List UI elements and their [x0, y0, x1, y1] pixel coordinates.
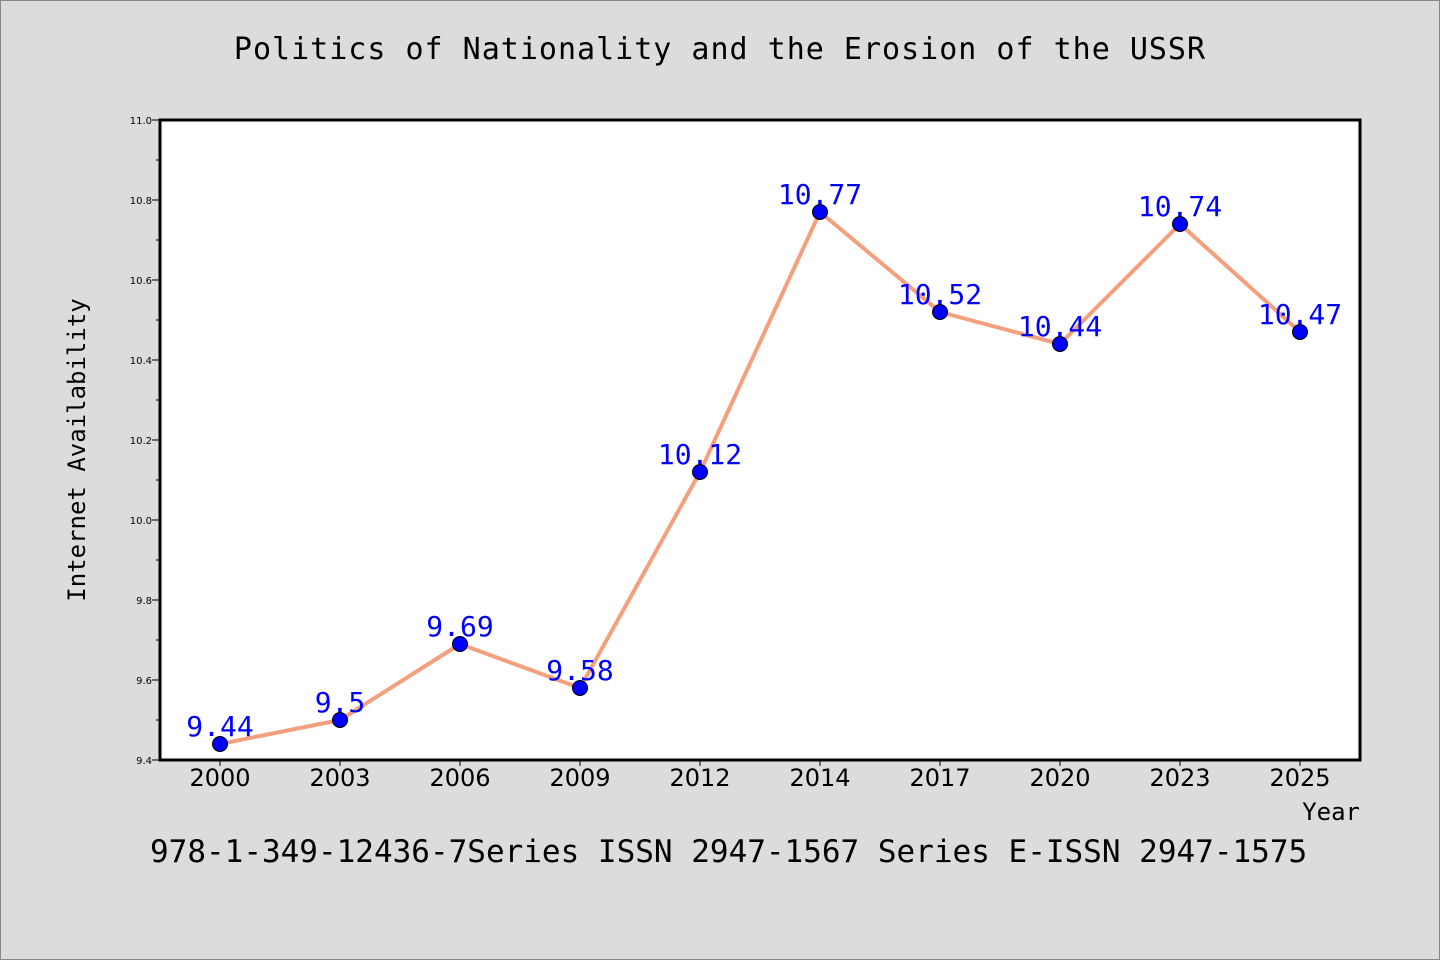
- data-label: 10.74: [1138, 190, 1222, 223]
- x-tick-label: 2025: [1269, 764, 1330, 792]
- data-point: [332, 712, 348, 728]
- x-tick-label: 2006: [429, 764, 490, 792]
- series-line-path: [219, 210, 1302, 746]
- x-tick-label: 2012: [669, 764, 730, 792]
- data-label: 9.69: [426, 610, 493, 643]
- y-tick-label: 10.2: [130, 436, 152, 447]
- data-point: [572, 680, 588, 696]
- data-label: 9.44: [186, 710, 253, 743]
- series-line: [219, 210, 1302, 746]
- y-tick-label: 9.8: [136, 596, 152, 607]
- data-label: 9.5: [315, 686, 366, 719]
- data-point: [692, 464, 708, 480]
- data-point: [1292, 324, 1308, 340]
- data-label: 9.58: [546, 654, 613, 687]
- y-tick-label: 10.4: [130, 356, 152, 367]
- y-tick-label: 10.8: [130, 196, 152, 207]
- data-label: 10.52: [898, 278, 982, 311]
- y-tick-label: 10.0: [130, 516, 152, 527]
- y-tick-label: 11.0: [130, 116, 152, 127]
- data-point: [1172, 216, 1188, 232]
- x-tick-label: 2023: [1149, 764, 1210, 792]
- x-tick-label: 2014: [789, 764, 850, 792]
- x-axis: 2000 2003 2006 2009 2012 2014 2017 2020 2023 2025: [189, 760, 1331, 792]
- data-label: 10.44: [1018, 310, 1102, 343]
- y-tick-label: 10.6: [130, 276, 152, 287]
- y-tick-label: 9.4: [136, 756, 152, 767]
- data-point: [812, 204, 828, 220]
- x-tick-label: 2003: [309, 764, 370, 792]
- data-label: 10.77: [778, 178, 862, 211]
- y-axis: 9.4 9.6 9.8 10.0 10.2 10.4 10.6 10.8 11.0: [130, 116, 160, 767]
- data-point: [932, 304, 948, 320]
- y-axis-label: Internet Availability: [63, 298, 91, 601]
- data-labels: 9.44 9.5 9.69 9.58 10.12 10.77 10.52 10.44 10.74…: [186, 178, 1342, 743]
- isbn-footer: 978-1-349-12436-7Series ISSN 2947-1567 S…: [150, 834, 1308, 870]
- chart-title: Politics of Nationality and the Erosion …: [233, 32, 1207, 67]
- plot-area: [158, 118, 1362, 762]
- series-markers: [212, 204, 1308, 752]
- x-tick-label: 2009: [549, 764, 610, 792]
- x-tick-label: 2020: [1029, 764, 1090, 792]
- data-label: 10.12: [658, 438, 742, 471]
- data-point: [212, 736, 228, 752]
- data-point: [1052, 336, 1068, 352]
- x-tick-label: 2000: [189, 764, 250, 792]
- data-point: [452, 636, 468, 652]
- y-tick-label: 9.6: [136, 676, 152, 687]
- x-axis-label: Year: [1302, 798, 1360, 826]
- data-label: 10.47: [1258, 298, 1342, 331]
- x-tick-label: 2017: [909, 764, 970, 792]
